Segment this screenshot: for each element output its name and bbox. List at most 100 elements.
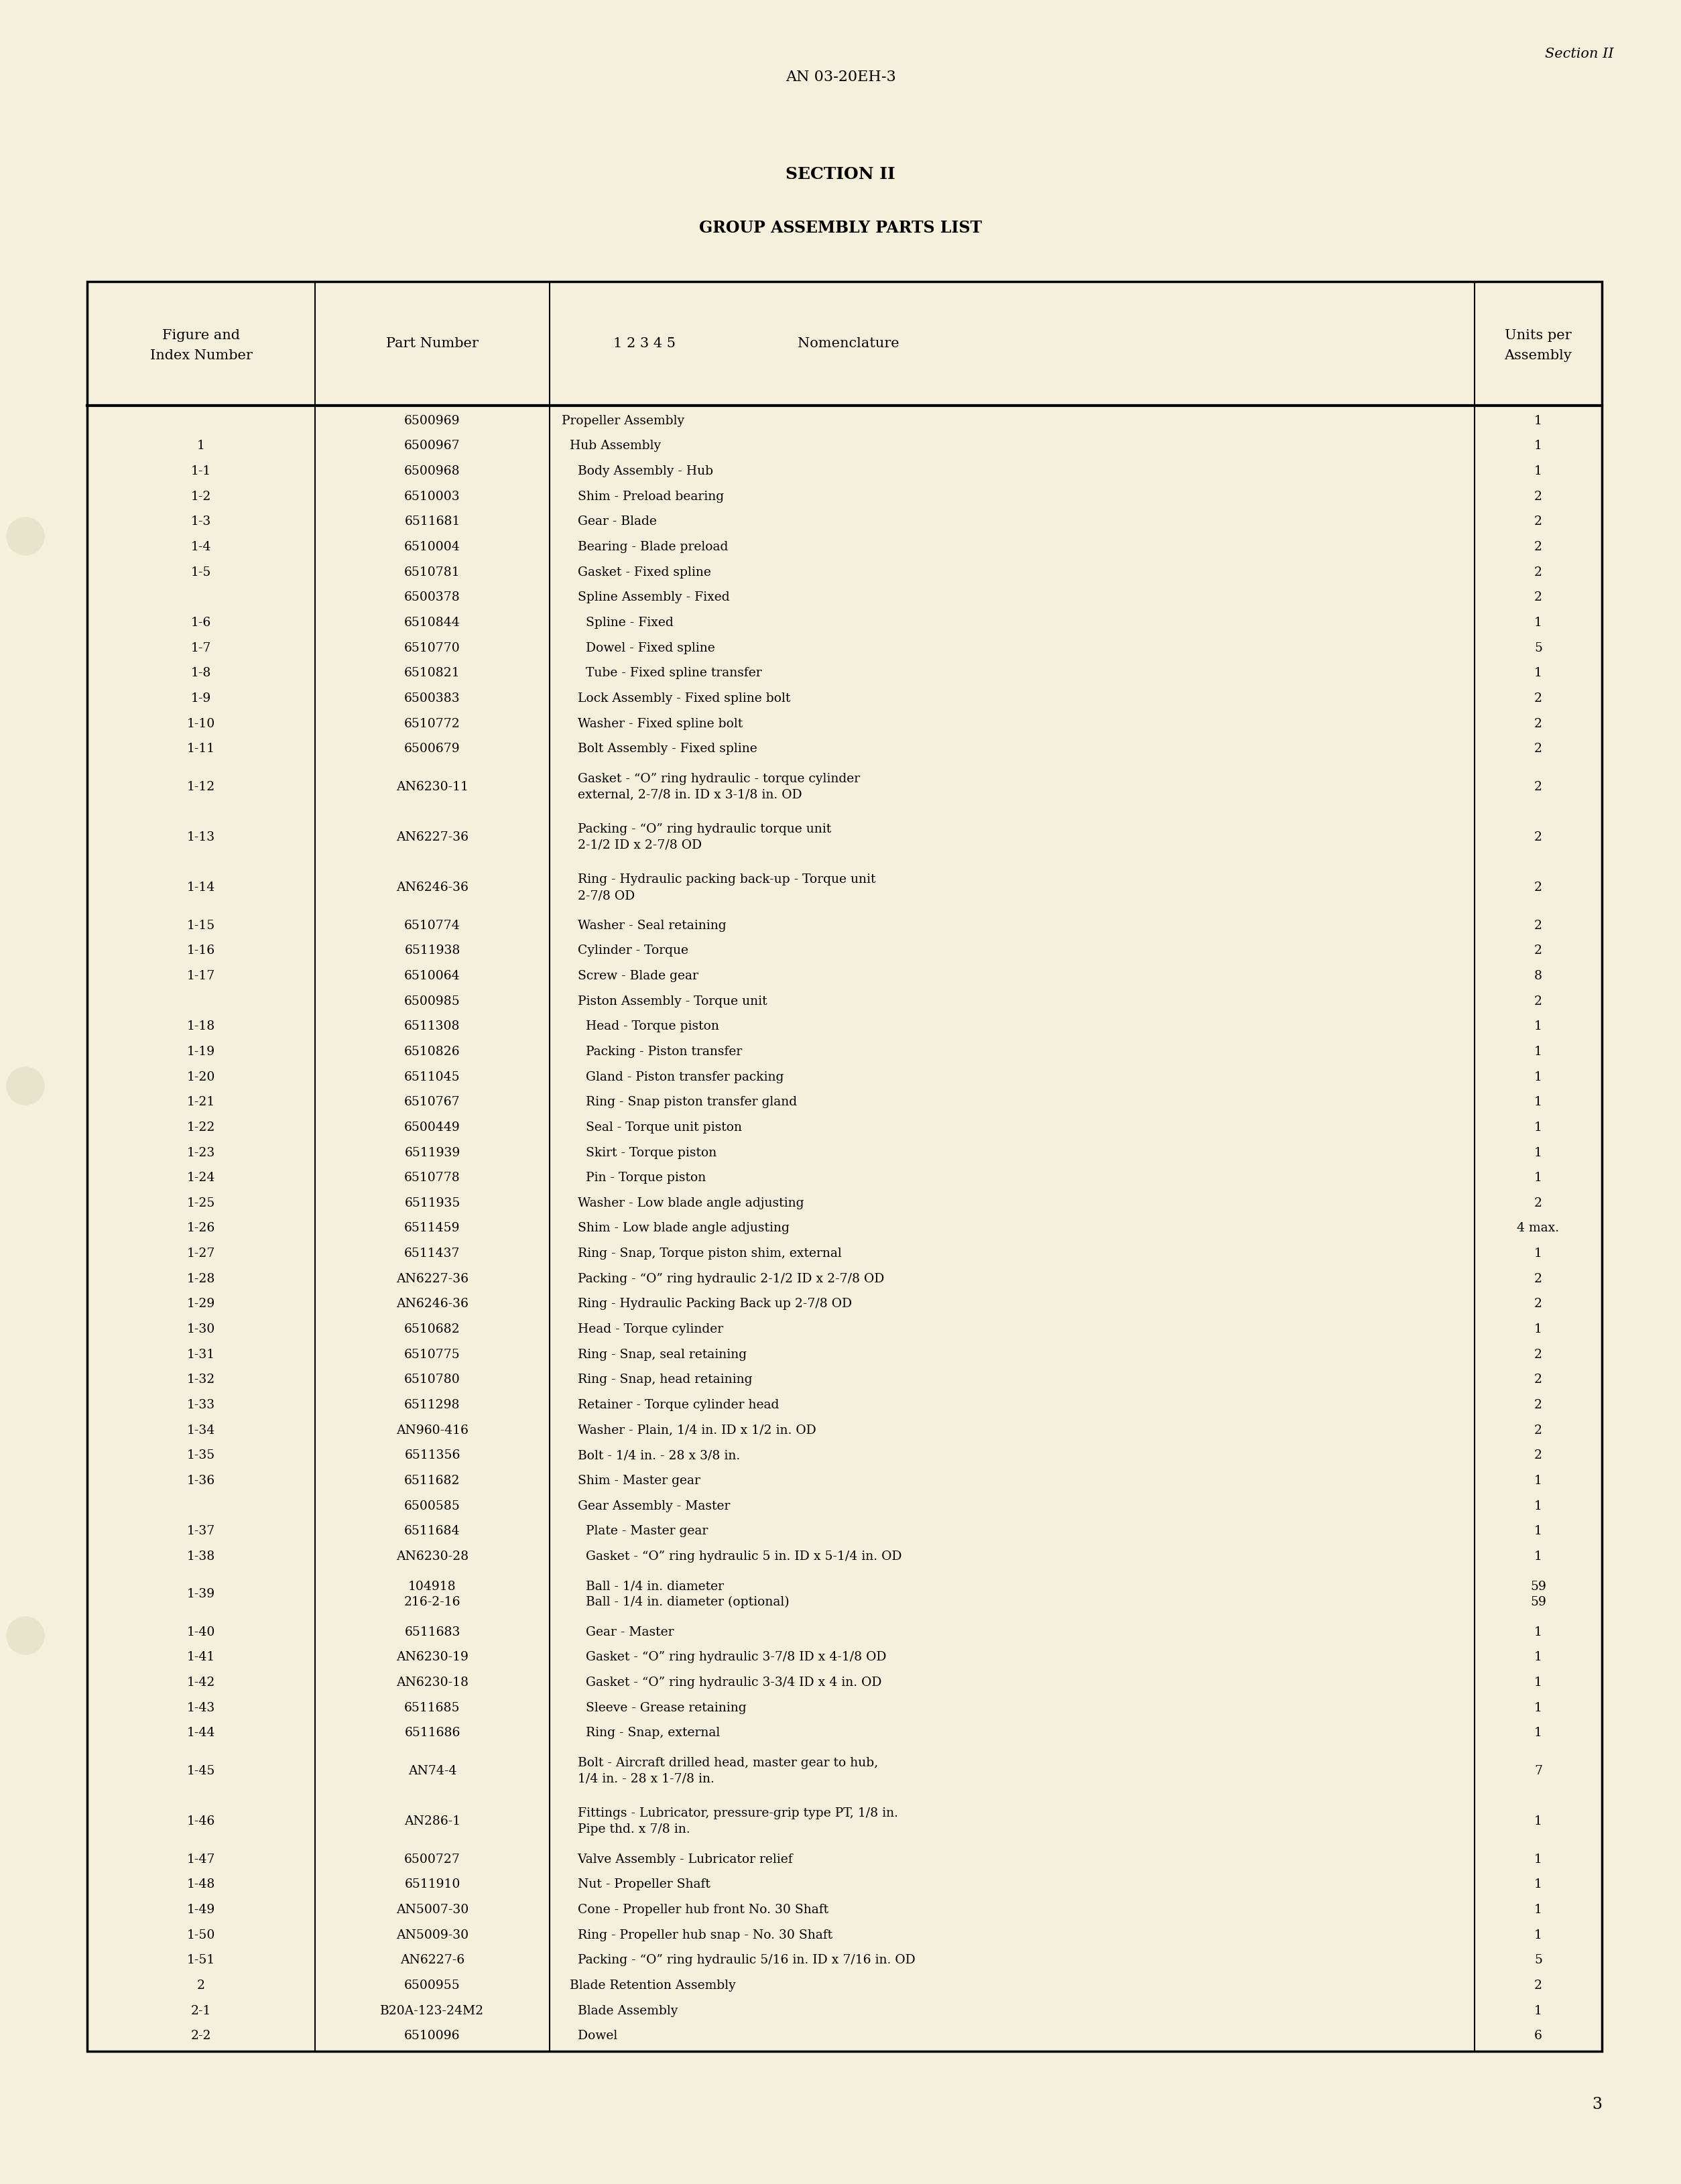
Text: 1: 1 [1535, 1020, 1541, 1033]
Text: 2: 2 [1535, 515, 1541, 529]
Text: 6510780: 6510780 [403, 1374, 461, 1387]
Text: Head - Torque cylinder: Head - Torque cylinder [561, 1324, 723, 1334]
Text: 6510826: 6510826 [405, 1046, 461, 1057]
Text: 2: 2 [1535, 1424, 1541, 1437]
Text: 1: 1 [1535, 666, 1541, 679]
Text: 1-20: 1-20 [187, 1070, 215, 1083]
Text: 6510772: 6510772 [403, 719, 461, 729]
Text: 1: 1 [1535, 465, 1541, 478]
Text: 2: 2 [1535, 882, 1541, 893]
Text: 6511682: 6511682 [405, 1474, 461, 1487]
Text: 1-31: 1-31 [187, 1348, 215, 1361]
Text: 6511437: 6511437 [405, 1247, 461, 1260]
Text: 2: 2 [1535, 692, 1541, 705]
Text: 6500378: 6500378 [403, 592, 461, 603]
Text: 6511308: 6511308 [405, 1020, 461, 1033]
Text: Gasket - “O” ring hydraulic - torque cylinder
    external, 2-7/8 in. ID x 3-1/8: Gasket - “O” ring hydraulic - torque cyl… [561, 773, 861, 802]
Text: 6500969: 6500969 [405, 415, 461, 426]
Text: Skirt - Torque piston: Skirt - Torque piston [561, 1147, 716, 1160]
Text: 2: 2 [197, 1979, 205, 1992]
Text: 1-50: 1-50 [187, 1928, 215, 1942]
Text: Gland - Piston transfer packing: Gland - Piston transfer packing [561, 1070, 783, 1083]
Text: 6511356: 6511356 [405, 1450, 461, 1461]
Text: 1: 1 [1535, 1701, 1541, 1714]
Text: Gasket - Fixed spline: Gasket - Fixed spline [561, 566, 711, 579]
Text: 1-22: 1-22 [187, 1120, 215, 1133]
Text: Gear - Blade: Gear - Blade [561, 515, 657, 529]
Text: 6511685: 6511685 [405, 1701, 461, 1714]
Text: 1: 1 [1535, 1096, 1541, 1107]
Text: AN6230-28: AN6230-28 [397, 1551, 469, 1562]
Text: 1-4: 1-4 [192, 542, 212, 553]
Bar [87, 282, 1602, 2051]
Text: 6: 6 [1535, 2029, 1541, 2042]
Text: 6510682: 6510682 [405, 1324, 461, 1334]
Text: 1-47: 1-47 [187, 1854, 215, 1865]
Text: Washer - Fixed spline bolt: Washer - Fixed spline bolt [561, 719, 743, 729]
Text: 6511938: 6511938 [405, 946, 461, 957]
Text: Ring - Snap, Torque piston shim, external: Ring - Snap, Torque piston shim, externa… [561, 1247, 842, 1260]
Text: 2: 2 [1535, 491, 1541, 502]
Text: Packing - “O” ring hydraulic 2-1/2 ID x 2-7/8 OD: Packing - “O” ring hydraulic 2-1/2 ID x … [561, 1273, 884, 1284]
Text: 6511459: 6511459 [405, 1223, 461, 1234]
Text: AN5009-30: AN5009-30 [397, 1928, 469, 1942]
Text: Ring - Propeller hub snap - No. 30 Shaft: Ring - Propeller hub snap - No. 30 Shaft [561, 1928, 832, 1942]
Text: 1: 1 [1535, 1815, 1541, 1828]
Text: Shim - Preload bearing: Shim - Preload bearing [561, 491, 725, 502]
Text: 1-8: 1-8 [192, 666, 212, 679]
Text: Washer - Seal retaining: Washer - Seal retaining [561, 919, 726, 933]
Text: 1-2: 1-2 [192, 491, 212, 502]
Text: Shim - Master gear: Shim - Master gear [561, 1474, 701, 1487]
Text: 6510004: 6510004 [403, 542, 461, 553]
Text: AN 03-20EH-3: AN 03-20EH-3 [785, 70, 896, 85]
Text: 1-48: 1-48 [187, 1878, 215, 1891]
Text: 1-27: 1-27 [187, 1247, 215, 1260]
Text: Packing - “O” ring hydraulic torque unit
    2-1/2 ID x 2-7/8 OD: Packing - “O” ring hydraulic torque unit… [561, 823, 832, 852]
Text: 1-32: 1-32 [187, 1374, 215, 1387]
Text: 1-26: 1-26 [187, 1223, 215, 1234]
Text: 1: 1 [1535, 1878, 1541, 1891]
Text: 2: 2 [1535, 542, 1541, 553]
Text: 5: 5 [1535, 1955, 1541, 1966]
Text: 59
59: 59 59 [1530, 1581, 1547, 1607]
Text: Section II: Section II [1545, 48, 1614, 59]
Text: 6500955: 6500955 [403, 1979, 461, 1992]
Text: Ring - Hydraulic Packing Back up 2-7/8 OD: Ring - Hydraulic Packing Back up 2-7/8 O… [561, 1297, 852, 1310]
Text: 1: 1 [1535, 1070, 1541, 1083]
Text: 1-43: 1-43 [187, 1701, 215, 1714]
Text: Spline - Fixed: Spline - Fixed [561, 616, 674, 629]
Text: 1-6: 1-6 [192, 616, 212, 629]
Text: 6510770: 6510770 [403, 642, 461, 653]
Text: Head - Torque piston: Head - Torque piston [561, 1020, 719, 1033]
Text: 1: 1 [1535, 616, 1541, 629]
Text: 1-33: 1-33 [187, 1400, 215, 1411]
Text: Shim - Low blade angle adjusting: Shim - Low blade angle adjusting [561, 1223, 790, 1234]
Text: 7: 7 [1535, 1765, 1541, 1778]
Text: 6511939: 6511939 [405, 1147, 461, 1160]
Text: 6510774: 6510774 [403, 919, 461, 933]
Text: 1-49: 1-49 [187, 1904, 215, 1915]
Text: AN6227-6: AN6227-6 [400, 1955, 464, 1966]
Text: Dowel - Fixed spline: Dowel - Fixed spline [561, 642, 714, 653]
Text: 2: 2 [1535, 780, 1541, 793]
Text: Piston Assembly - Torque unit: Piston Assembly - Torque unit [561, 996, 767, 1007]
Text: Dowel: Dowel [561, 2029, 617, 2042]
Text: 1: 1 [197, 439, 205, 452]
Text: AN6227-36: AN6227-36 [397, 1273, 469, 1284]
Text: 2: 2 [1535, 719, 1541, 729]
Text: 1-3: 1-3 [192, 515, 212, 529]
Text: Packing - Piston transfer: Packing - Piston transfer [561, 1046, 741, 1057]
Text: Ring - Snap piston transfer gland: Ring - Snap piston transfer gland [561, 1096, 797, 1107]
Text: 6510778: 6510778 [403, 1173, 461, 1184]
Text: 1-42: 1-42 [187, 1677, 215, 1688]
Text: 1: 1 [1535, 1324, 1541, 1334]
Text: 1: 1 [1535, 1524, 1541, 1538]
Text: 1-13: 1-13 [187, 832, 215, 843]
Text: 2: 2 [1535, 996, 1541, 1007]
Text: Tube - Fixed spline transfer: Tube - Fixed spline transfer [561, 666, 761, 679]
Text: 2: 2 [1535, 1197, 1541, 1210]
Text: Part Number: Part Number [387, 336, 479, 349]
Circle shape [7, 1616, 44, 1655]
Text: 1-1: 1-1 [192, 465, 212, 478]
Text: 2: 2 [1535, 1979, 1541, 1992]
